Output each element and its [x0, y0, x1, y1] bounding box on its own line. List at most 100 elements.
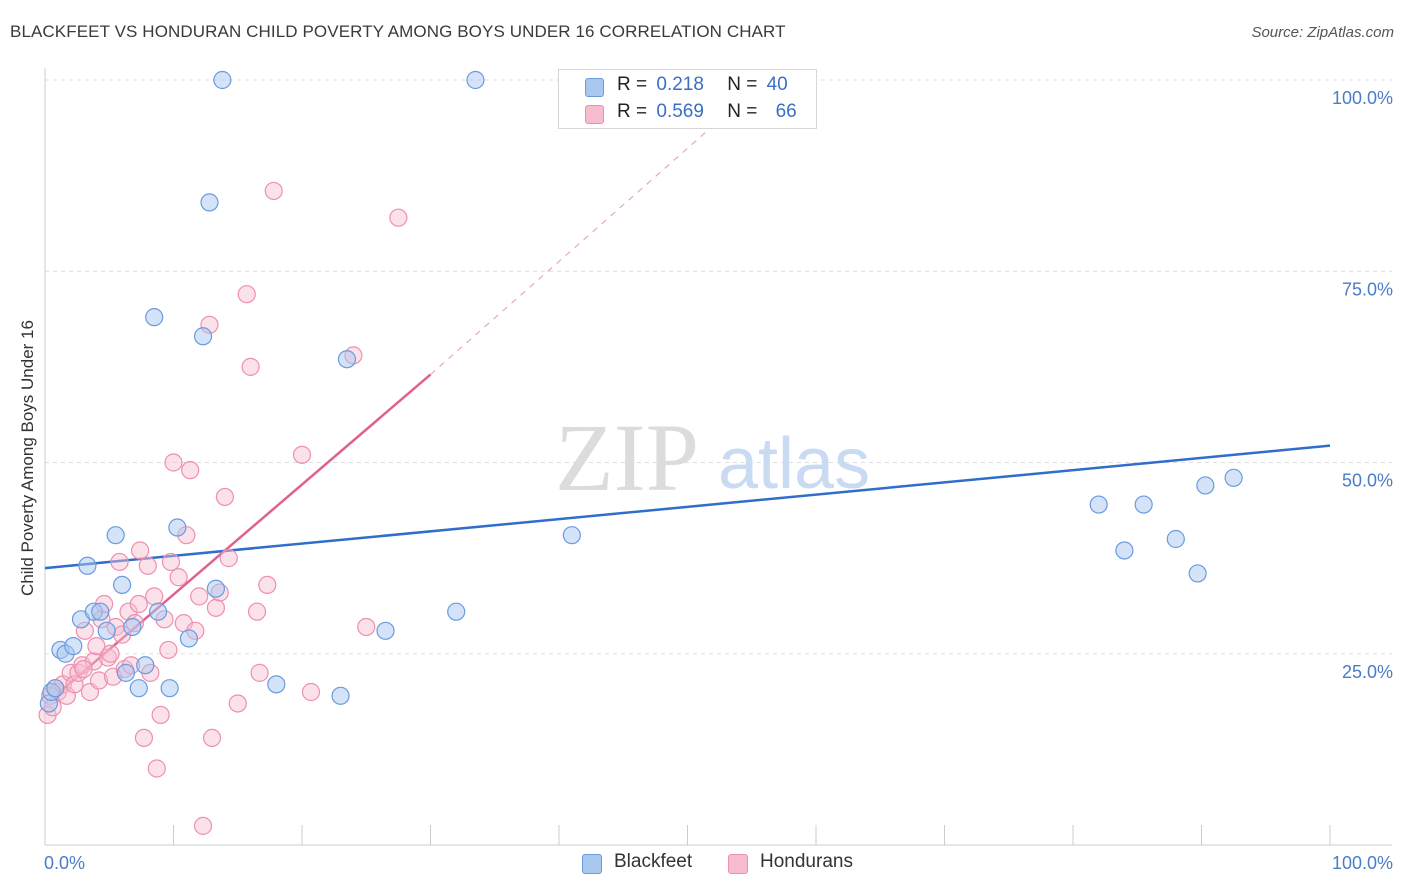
- data-point-blackfeet: [1196, 476, 1215, 495]
- legend-r-value: 0.569: [656, 101, 704, 122]
- y-axis-label: Child Poverty Among Boys Under 16: [18, 320, 37, 596]
- data-point-blackfeet: [46, 679, 65, 698]
- legend-swatch-hondurans: [585, 105, 604, 124]
- data-point-blackfeet: [148, 602, 168, 621]
- data-point-blackfeet: [376, 621, 395, 640]
- data-point-blackfeet: [331, 686, 350, 705]
- data-point-hondurans: [228, 694, 247, 713]
- x-tick-label: 0.0%: [44, 853, 85, 873]
- legend-n-value: 66: [775, 101, 797, 122]
- data-point-hondurans: [130, 541, 150, 560]
- data-point-hondurans: [206, 598, 226, 617]
- data-point-blackfeet: [562, 526, 581, 545]
- data-point-hondurans: [247, 602, 267, 621]
- x-tick-label: 100.0%: [1332, 853, 1393, 873]
- data-point-blackfeet: [179, 629, 199, 648]
- legend-r-label: R =: [617, 101, 648, 122]
- legend-swatch-blackfeet: [585, 78, 604, 97]
- trend-line-hondurans-extension: [430, 113, 727, 375]
- legend-r-label: R =: [617, 74, 648, 95]
- watermark-zip: ZIP: [555, 404, 699, 511]
- data-point-blackfeet: [97, 621, 116, 640]
- data-point-hondurans: [145, 587, 164, 606]
- data-point-blackfeet: [78, 556, 97, 575]
- legend-n-label: N =: [727, 101, 758, 122]
- legend-n-value: 40: [766, 74, 788, 95]
- data-point-hondurans: [164, 453, 183, 472]
- data-point-blackfeet: [129, 679, 148, 698]
- data-point-blackfeet: [1089, 495, 1108, 514]
- data-point-blackfeet: [206, 579, 226, 598]
- data-point-hondurans: [110, 552, 129, 572]
- data-point-hondurans: [147, 759, 166, 778]
- data-point-hondurans: [101, 644, 120, 663]
- data-point-blackfeet: [160, 679, 179, 698]
- data-point-hondurans: [258, 575, 277, 595]
- data-point-hondurans: [219, 549, 238, 568]
- data-point-blackfeet: [1115, 541, 1134, 560]
- data-point-blackfeet: [193, 327, 213, 346]
- trend-lines: [44, 113, 1331, 695]
- data-point-blackfeet: [168, 518, 187, 537]
- series-blackfeet: [39, 70, 1243, 713]
- data-point-hondurans: [161, 552, 181, 572]
- data-point-hondurans: [264, 181, 283, 201]
- bottom-legend-label-hondurans: Hondurans: [760, 851, 853, 872]
- gridlines: [45, 79, 1392, 655]
- y-tick-label: 50.0%: [1342, 471, 1393, 491]
- data-point-blackfeet: [145, 308, 164, 327]
- data-point-hondurans: [190, 587, 209, 606]
- trend-line-blackfeet: [44, 444, 1331, 570]
- trend-line-hondurans: [57, 373, 432, 695]
- data-point-hondurans: [65, 675, 84, 694]
- data-point-hondurans: [193, 816, 213, 835]
- data-point-hondurans: [241, 357, 260, 376]
- legend-r-value: 0.218: [656, 74, 704, 95]
- legend: R = 0.218 N = 40 R = 0.569 N = 66: [558, 69, 817, 129]
- axes: [44, 68, 1392, 846]
- data-point-hondurans: [250, 663, 269, 682]
- data-point-hondurans: [87, 636, 106, 656]
- bottom-legend-swatch-hondurans: [728, 854, 748, 874]
- data-point-blackfeet: [213, 70, 232, 90]
- data-point-hondurans: [215, 487, 234, 507]
- data-point-hondurans: [151, 705, 170, 725]
- data-point-blackfeet: [1224, 468, 1243, 487]
- data-point-hondurans: [357, 617, 376, 637]
- y-tick-label: 100.0%: [1332, 88, 1393, 108]
- data-point-hondurans: [169, 568, 188, 587]
- data-point-hondurans: [237, 285, 256, 304]
- data-point-hondurans: [138, 556, 157, 575]
- series-hondurans: [38, 181, 408, 835]
- data-point-blackfeet: [267, 675, 286, 694]
- data-point-hondurans: [389, 208, 408, 227]
- y-tick-label: 75.0%: [1342, 279, 1393, 299]
- bottom-legend-label-blackfeet: Blackfeet: [614, 851, 693, 872]
- legend-n-label: N =: [727, 74, 758, 95]
- chart-source: Source: ZipAtlas.com: [1251, 24, 1394, 41]
- data-point-hondurans: [89, 671, 109, 690]
- data-point-blackfeet: [447, 602, 466, 621]
- bottom-legend-swatch-blackfeet: [582, 854, 602, 874]
- data-point-blackfeet: [91, 602, 110, 621]
- data-point-hondurans: [129, 594, 148, 614]
- data-point-hondurans: [292, 445, 312, 464]
- data-point-blackfeet: [106, 526, 125, 545]
- data-point-hondurans: [159, 640, 178, 660]
- data-point-blackfeet: [1188, 564, 1207, 583]
- data-point-blackfeet: [1134, 495, 1153, 514]
- data-point-hondurans: [181, 461, 200, 480]
- data-point-blackfeet: [337, 350, 357, 369]
- data-point-blackfeet: [1166, 529, 1185, 549]
- data-point-blackfeet: [466, 70, 485, 90]
- data-point-blackfeet: [123, 617, 142, 637]
- tick-labels: 25.0% 50.0% 75.0% 100.0% 0.0% 100.0%: [44, 88, 1393, 873]
- data-point-blackfeet: [200, 193, 219, 212]
- data-point-blackfeet: [136, 656, 155, 675]
- y-tick-label: 25.0%: [1342, 662, 1393, 682]
- data-point-blackfeet: [116, 663, 136, 682]
- data-point-hondurans: [202, 728, 222, 748]
- data-point-hondurans: [134, 728, 154, 748]
- data-point-hondurans: [74, 659, 93, 679]
